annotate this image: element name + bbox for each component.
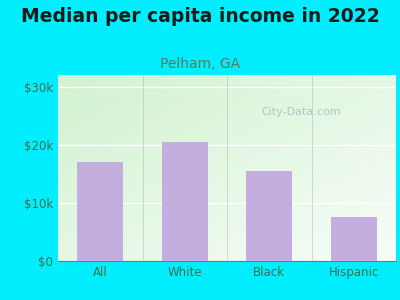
Bar: [77, 162, 124, 261]
Text: City-Data.com: City-Data.com: [262, 107, 341, 117]
Bar: [330, 218, 377, 261]
Text: Median per capita income in 2022: Median per capita income in 2022: [21, 8, 379, 26]
Bar: [246, 171, 292, 261]
Bar: [162, 142, 208, 261]
Text: Pelham, GA: Pelham, GA: [160, 57, 240, 71]
